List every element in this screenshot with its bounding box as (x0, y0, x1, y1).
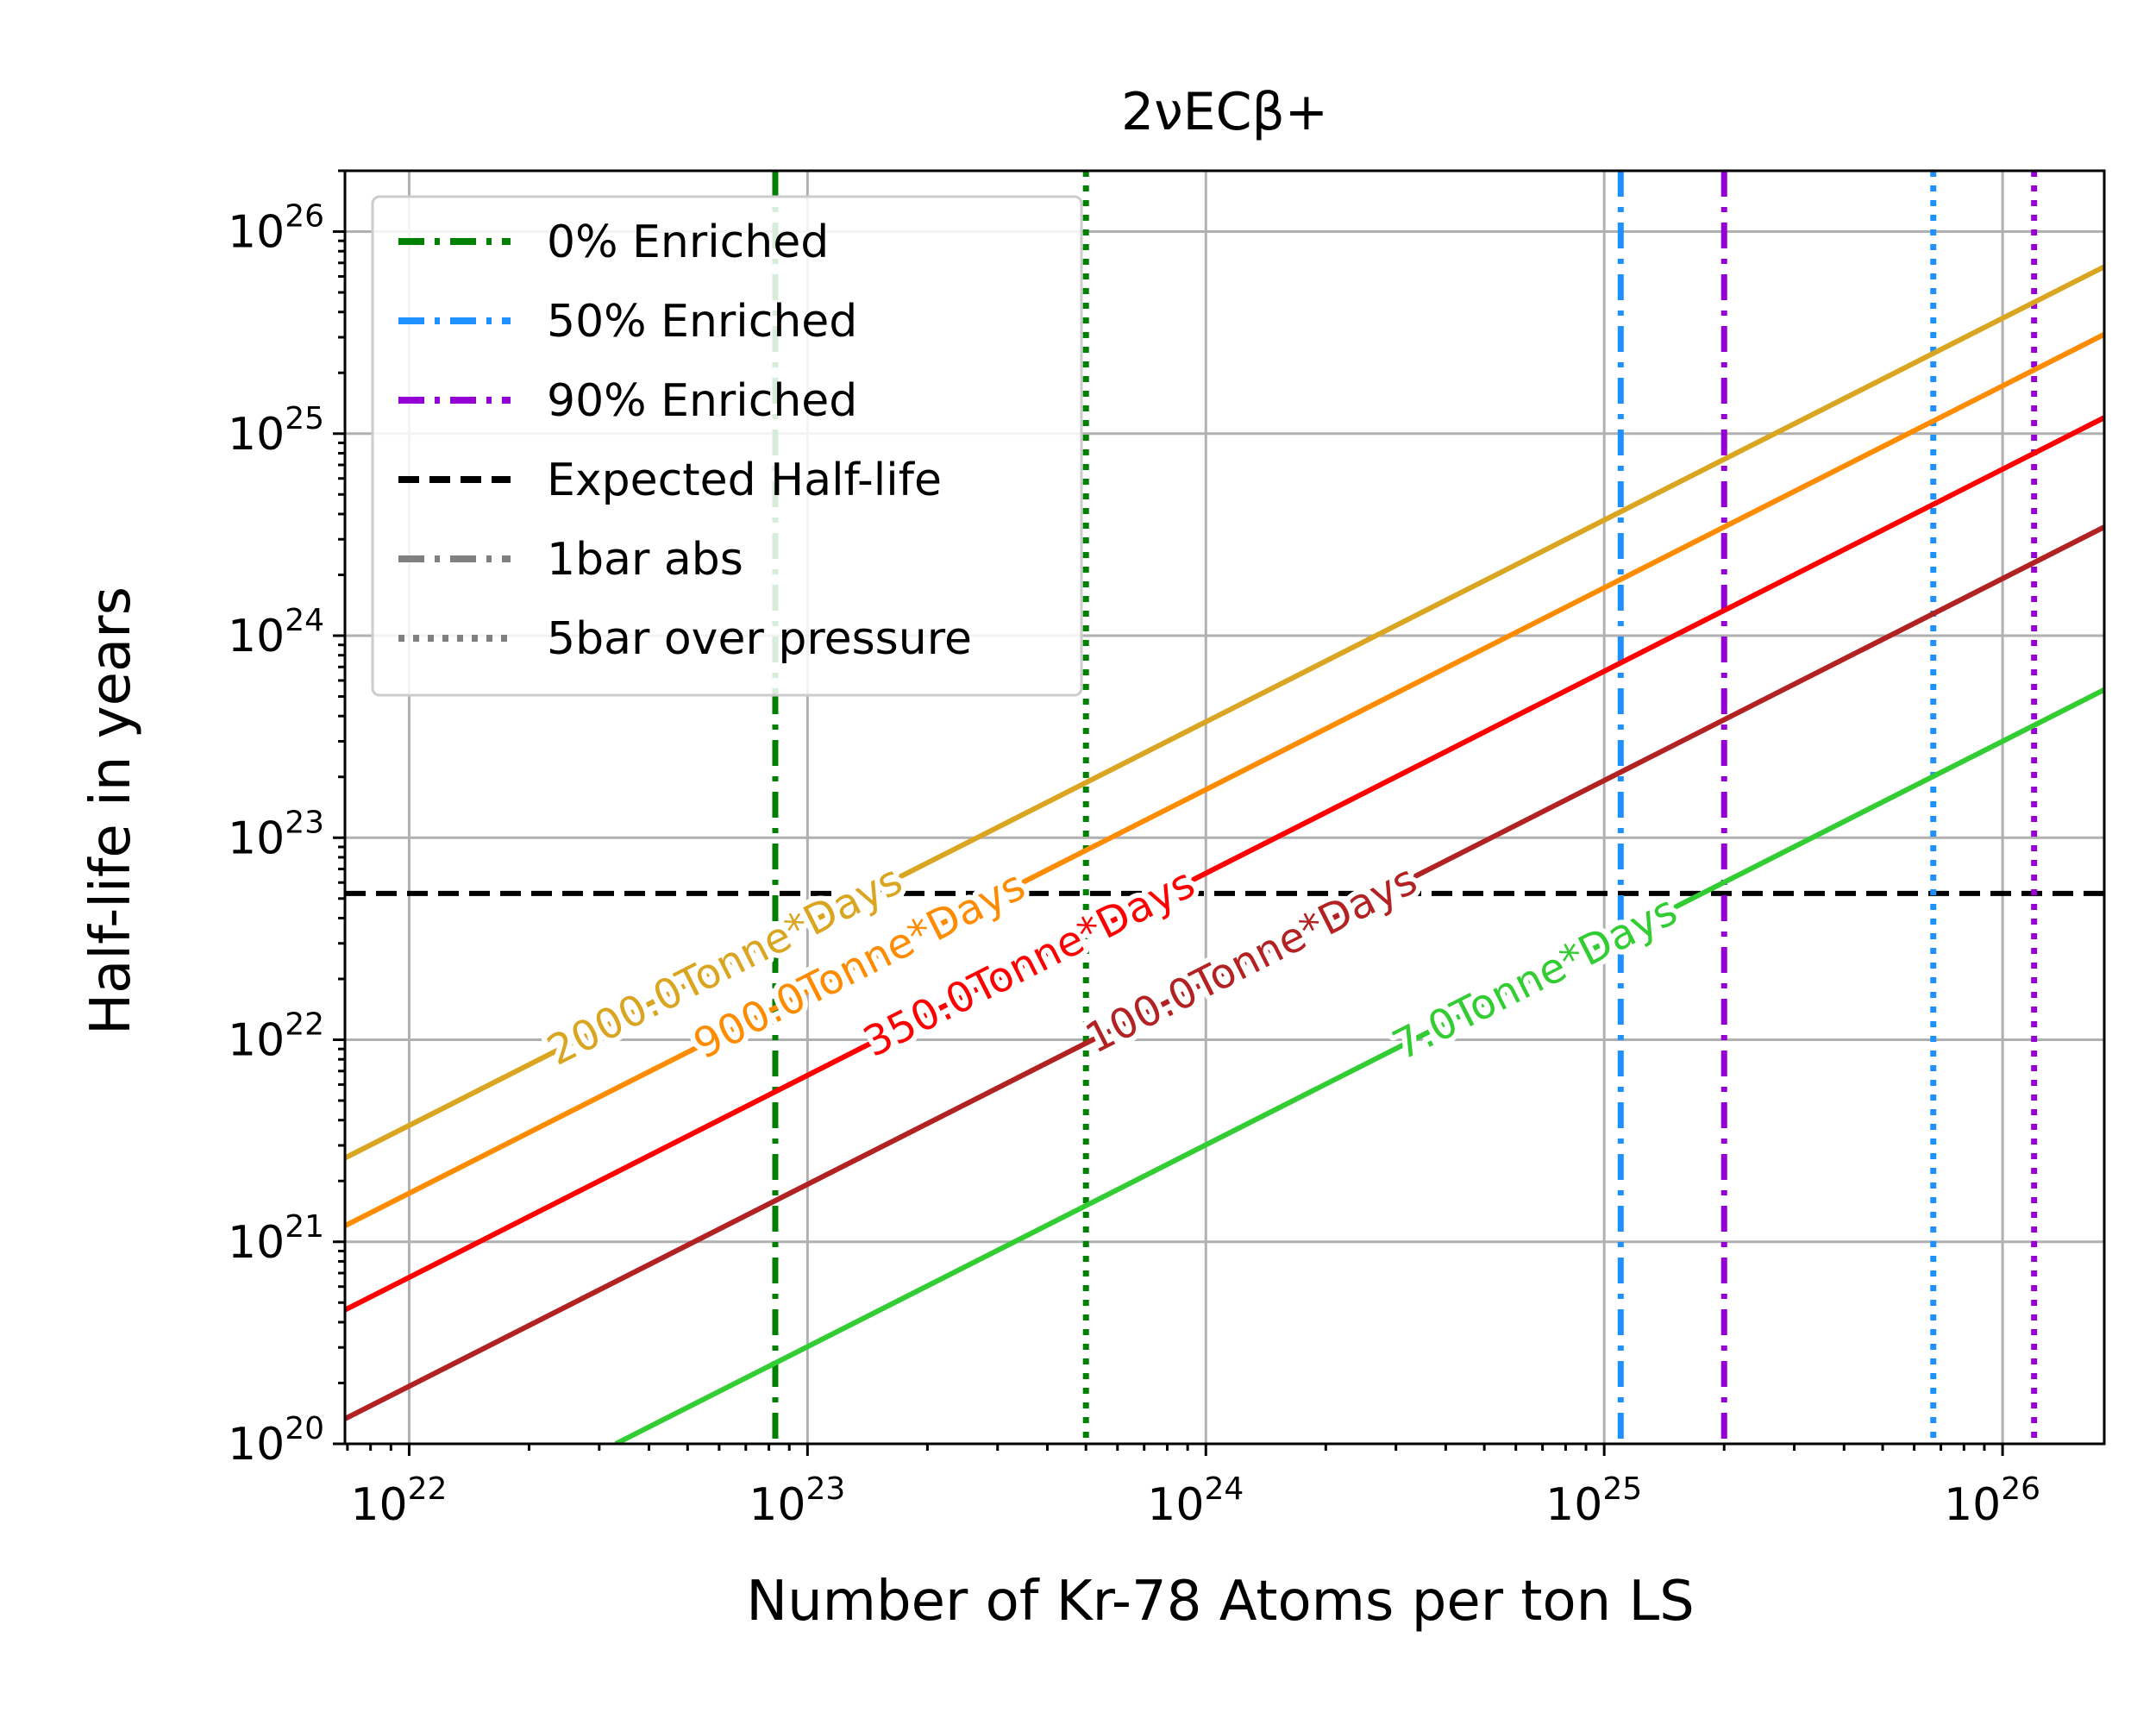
y-tick-label: 1022 (228, 1007, 324, 1067)
x-tick-label: 1022 (350, 1471, 447, 1531)
legend-entry: 5bar over pressure (398, 613, 972, 665)
chart-title: 2νECβ+ (1121, 82, 1328, 142)
legend-label: Expected Half-life (547, 455, 942, 506)
gridlines (345, 171, 2104, 1446)
y-tick-label: 1024 (228, 603, 324, 662)
x-tick-label: 1023 (749, 1471, 845, 1531)
exposure-line (345, 264, 2104, 1161)
legend-entry: 90% Enriched (398, 375, 857, 427)
legend-entry: 0% Enriched (398, 216, 829, 268)
y-tick-label-exponent: 25 (285, 401, 324, 436)
y-tick-label-exponent: 23 (285, 805, 324, 840)
x-tick-label-base: 10 (749, 1479, 805, 1531)
x-tick-label: 1024 (1147, 1471, 1244, 1531)
x-tick-label-base: 10 (1147, 1479, 1204, 1531)
plot-frame (343, 169, 2106, 1446)
x-tick-label-exponent: 22 (408, 1471, 448, 1507)
y-tick-label-base: 10 (228, 812, 285, 864)
x-tick-label: 1026 (1944, 1471, 2040, 1531)
y-tick-label: 1020 (228, 1411, 324, 1471)
legend-entry: 1bar abs (398, 534, 743, 586)
y-tick-label: 1023 (228, 805, 324, 864)
legend-label: 90% Enriched (547, 375, 857, 427)
x-tick-label: 1025 (1545, 1471, 1642, 1531)
x-tick-label-exponent: 25 (1602, 1471, 1642, 1507)
legend-label: 0% Enriched (547, 216, 829, 268)
y-tick-label-exponent: 26 (285, 199, 324, 235)
y-tick-label: 1021 (228, 1209, 324, 1269)
y-tick-label: 1026 (228, 199, 324, 259)
x-axis-label: Number of Kr-78 Atoms per ton LS (746, 1570, 1695, 1634)
y-tick-label-base: 10 (228, 1015, 285, 1067)
legend-label: 50% Enriched (547, 296, 857, 348)
y-tick-label-base: 10 (228, 409, 285, 461)
axis-ticks: 1022 1023 1024 1025 102610201021102210231024… (228, 169, 2040, 1531)
legend-label: 5bar over pressure (547, 613, 972, 665)
y-axis-label: Half-life in years (79, 586, 143, 1035)
legend-box (371, 195, 1083, 697)
exposure-line (614, 687, 2104, 1444)
legend-entry: 50% Enriched (398, 296, 857, 348)
y-tick-label-exponent: 21 (285, 1209, 324, 1245)
exposure-line (345, 331, 2104, 1228)
y-tick-label-base: 10 (228, 207, 285, 259)
x-tick-label-base: 10 (1545, 1479, 1602, 1531)
legend: 0% Enriched 50% Enriched 90% Enriched Expec… (371, 195, 1083, 697)
y-tick-label-exponent: 22 (285, 1007, 324, 1043)
x-tick-label-exponent: 23 (806, 1471, 846, 1507)
exposure-line (345, 415, 2104, 1313)
y-tick-label: 1025 (228, 401, 324, 461)
legend-label: 1bar abs (547, 534, 743, 586)
y-tick-label-exponent: 24 (285, 603, 324, 638)
y-tick-label-base: 10 (228, 1217, 285, 1269)
x-tick-label-base: 10 (1944, 1479, 2001, 1531)
y-tick-label-base: 10 (228, 611, 285, 662)
x-tick-label-exponent: 24 (1204, 1471, 1244, 1507)
y-tick-label-exponent: 20 (285, 1411, 324, 1446)
exposure-line (345, 524, 2104, 1421)
legend-entry: Expected Half-life (398, 455, 942, 506)
y-tick-label-base: 10 (228, 1419, 285, 1471)
x-tick-label-base: 10 (350, 1479, 407, 1531)
x-tick-label-exponent: 26 (2001, 1471, 2040, 1507)
